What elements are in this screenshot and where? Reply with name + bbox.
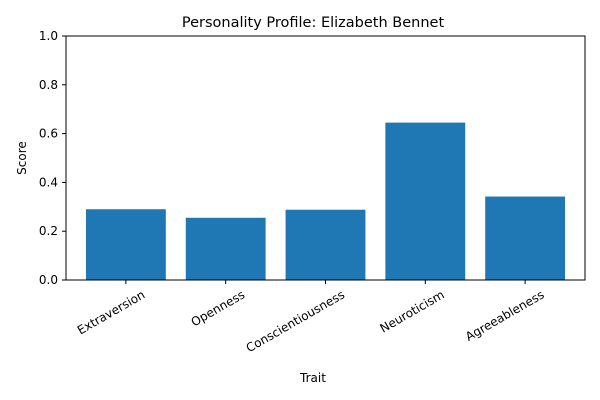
bar-extraversion xyxy=(85,209,166,280)
x-tick-label: Agreeableness xyxy=(463,287,547,343)
x-tick-label: Extraversion xyxy=(75,287,148,337)
y-tick-label: 0.0 xyxy=(39,273,58,287)
x-tick-label: Openness xyxy=(189,287,248,329)
y-tick-label: 0.8 xyxy=(39,78,58,92)
y-tick-label: 1.0 xyxy=(39,29,58,43)
x-tick-label: Neuroticism xyxy=(378,287,447,335)
bar-agreeableness xyxy=(485,196,566,280)
bar-conscientiousness xyxy=(285,209,366,280)
x-tick-label: Conscientiousness xyxy=(244,287,347,355)
chart-title: Personality Profile: Elizabeth Bennet xyxy=(182,15,445,31)
x-axis-label: Trait xyxy=(299,371,326,385)
plot-frame xyxy=(65,35,586,281)
y-axis-ticks: 0.0 0.2 0.4 0.6 0.8 1.0 xyxy=(39,29,66,287)
y-tick-label: 0.2 xyxy=(39,224,58,238)
y-tick-label: 0.6 xyxy=(39,127,58,141)
y-tick-label: 0.4 xyxy=(39,175,58,189)
bars-group xyxy=(85,122,566,281)
bar-openness xyxy=(185,217,266,280)
y-axis-label: Score xyxy=(15,141,29,175)
bar-neuroticism xyxy=(385,122,466,281)
